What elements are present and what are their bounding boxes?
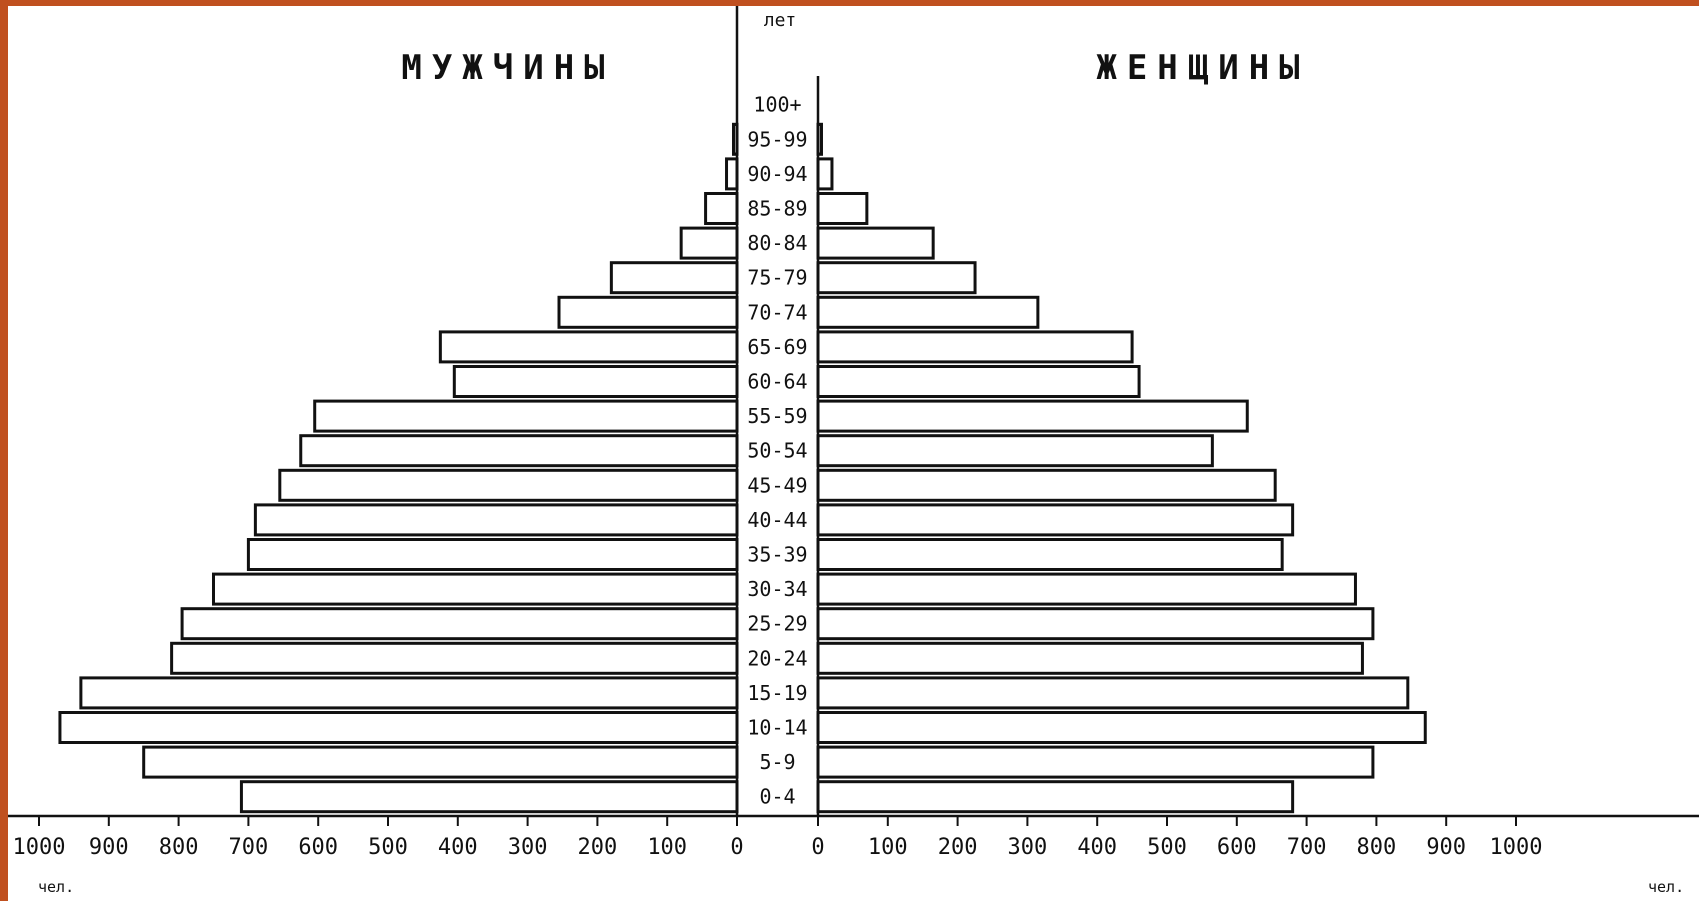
age-label-70-74: 70-74 (747, 300, 807, 324)
bar-male-20-24 (170, 641, 739, 675)
bar-female-85-89 (816, 192, 869, 225)
age-labels-group: 0-4 5-9 10-14 15-19 20-24 25-29 30-34 35-39 40-4… (747, 93, 807, 809)
x-tick-label-right-200: 200 (938, 835, 978, 860)
bar-male-45-49 (278, 468, 739, 502)
x-tick-label-right-800: 800 (1357, 835, 1397, 860)
unit-label-right: чел. (1648, 878, 1684, 896)
bar-female-25-29 (816, 607, 1375, 641)
bar-male-15-19 (79, 676, 739, 710)
bar-female-60-64 (816, 365, 1141, 398)
x-tick-label-right-900: 900 (1426, 835, 1466, 860)
x-tick-label-left-200: 200 (578, 835, 618, 860)
bar-female-35-39 (816, 538, 1284, 571)
age-label-20-24: 20-24 (747, 646, 807, 670)
bar-female-40-44 (816, 503, 1295, 537)
bar-male-80-84 (679, 226, 739, 260)
bar-male-25-29 (180, 607, 739, 641)
bar-male-30-34 (212, 572, 739, 606)
bar-female-5-9 (816, 745, 1375, 779)
bar-female-80-84 (816, 226, 935, 260)
age-label-40-44: 40-44 (747, 508, 807, 532)
x-tick-label-right-700: 700 (1287, 835, 1327, 860)
age-label-95-99: 95-99 (747, 127, 807, 151)
bar-female-70-74 (816, 295, 1040, 329)
bar-female-45-49 (816, 468, 1277, 502)
bar-male-10-14 (58, 711, 739, 744)
x-tick-label-right-0: 0 (811, 835, 824, 860)
bar-female-55-59 (816, 399, 1249, 433)
age-label-60-64: 60-64 (747, 370, 807, 394)
bar-male-70-74 (557, 295, 739, 329)
bar-female-0-4 (816, 780, 1295, 814)
axes-group: 1000 900 800 700 600 500 400 300 200 100 0 0 100 200 3… (8, 6, 1699, 860)
bars-group (58, 122, 1427, 814)
age-label-80-84: 80-84 (747, 231, 807, 255)
age-label-30-34: 30-34 (747, 577, 807, 601)
x-tick-label-right-600: 600 (1217, 835, 1257, 860)
age-axis-title: лет (764, 10, 797, 31)
age-label-15-19: 15-19 (747, 681, 807, 705)
bar-female-75-79 (816, 261, 977, 295)
x-tick-label-left-1000: 1000 (13, 835, 66, 860)
bar-male-65-69 (438, 330, 739, 364)
x-tick-label-left-0: 0 (730, 835, 743, 860)
x-tick-label-left-500: 500 (368, 835, 408, 860)
age-label-55-59: 55-59 (747, 404, 807, 428)
x-tick-label-left-900: 900 (89, 835, 129, 860)
bar-female-15-19 (816, 676, 1410, 710)
age-label-50-54: 50-54 (747, 439, 807, 463)
age-label-75-79: 75-79 (747, 266, 807, 290)
age-label-65-69: 65-69 (747, 335, 807, 359)
bar-male-5-9 (142, 745, 739, 779)
males-title: МУЖЧИНЫ (401, 48, 614, 88)
x-tick-label-left-400: 400 (438, 835, 478, 860)
x-tick-label-right-500: 500 (1147, 835, 1187, 860)
age-label-0-4: 0-4 (759, 785, 795, 809)
x-tick-label-right-300: 300 (1008, 835, 1048, 860)
x-tick-label-left-600: 600 (298, 835, 338, 860)
age-label-25-29: 25-29 (747, 612, 807, 636)
age-label-45-49: 45-49 (747, 473, 807, 497)
bar-female-10-14 (816, 711, 1427, 744)
age-label-35-39: 35-39 (747, 543, 807, 567)
bar-male-60-64 (452, 365, 739, 398)
bar-male-50-54 (299, 434, 739, 468)
bar-male-75-79 (609, 261, 739, 295)
age-label-10-14: 10-14 (747, 716, 807, 740)
bar-female-30-34 (816, 572, 1357, 606)
x-tick-label-right-100: 100 (868, 835, 908, 860)
bar-male-0-4 (239, 780, 739, 814)
bar-female-20-24 (816, 641, 1364, 675)
age-label-90-94: 90-94 (747, 162, 807, 186)
x-tick-label-left-800: 800 (159, 835, 199, 860)
bar-male-90-94 (725, 157, 739, 191)
x-tick-label-left-300: 300 (508, 835, 548, 860)
age-label-100+: 100+ (753, 93, 801, 117)
bar-male-35-39 (246, 538, 739, 571)
age-label-85-89: 85-89 (747, 197, 807, 221)
x-tick-label-right-400: 400 (1077, 835, 1117, 860)
bar-male-55-59 (313, 399, 739, 433)
chart-frame: МУЖЧИНЫ ЖЕНЩИНЫ лет 0-4 5-9 10-14 15-19 20-2… (8, 6, 1699, 901)
age-label-5-9: 5-9 (759, 750, 795, 774)
bar-male-40-44 (253, 503, 739, 537)
bar-female-50-54 (816, 434, 1214, 468)
bar-female-90-94 (816, 157, 834, 191)
females-title: ЖЕНЩИНЫ (1096, 48, 1309, 88)
x-tick-label-right-1000: 1000 (1490, 835, 1543, 860)
population-pyramid-chart: МУЖЧИНЫ ЖЕНЩИНЫ лет 0-4 5-9 10-14 15-19 20-2… (8, 6, 1699, 896)
x-tick-label-left-700: 700 (229, 835, 269, 860)
x-tick-label-left-100: 100 (647, 835, 687, 860)
unit-label-left: чел. (38, 878, 74, 896)
bar-male-85-89 (704, 192, 739, 225)
bar-female-65-69 (816, 330, 1134, 364)
